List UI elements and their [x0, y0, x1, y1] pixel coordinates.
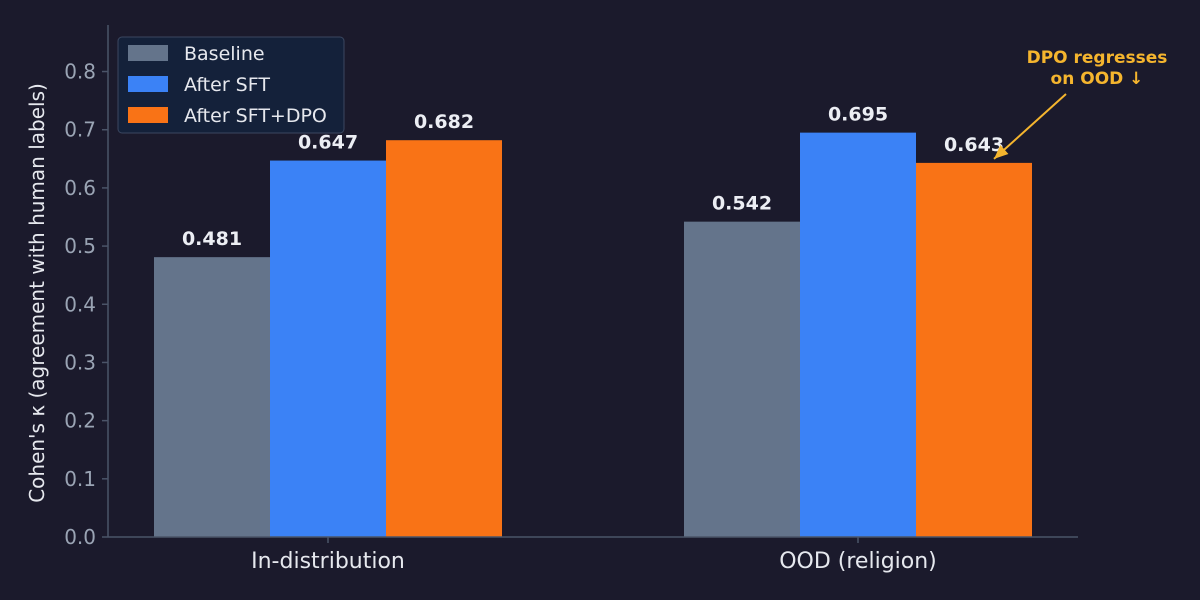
bar-value-label: 0.647 [298, 132, 358, 154]
y-axis-label: Cohen's κ (agreement with human labels) [25, 83, 49, 503]
y-tick-label: 0.2 [64, 409, 96, 433]
bar-after-sft-dpo-ood [916, 162, 1032, 537]
legend-label: Baseline [184, 43, 265, 65]
bar-after-sft-ood [800, 132, 916, 538]
y-tick-label: 0.8 [64, 60, 96, 84]
bar-baseline-ood [684, 221, 800, 537]
data-labels: 0.481 0.647 0.682 0.542 0.695 0.643 [182, 104, 1004, 251]
bar-value-label: 0.542 [712, 193, 772, 215]
bar-value-label: 0.643 [944, 134, 1004, 156]
y-tick-label: 0.5 [64, 234, 96, 258]
bars [154, 132, 1032, 538]
annotation-arrow-head [994, 145, 1009, 159]
y-tick-label: 0.3 [64, 350, 96, 374]
legend-label: After SFT+DPO [184, 105, 327, 127]
y-tick-label: 0.1 [64, 467, 96, 491]
annotation-text-line-2: on OOD ↓ [1051, 69, 1144, 89]
x-ticks: In-distribution OOD (religion) [251, 537, 937, 574]
legend-frame [117, 36, 345, 134]
legend-swatch [128, 45, 168, 61]
bar-baseline-in-distribution [154, 257, 270, 537]
bar-value-label: 0.481 [182, 228, 242, 250]
bar-after-sft-dpo-in-distribution [386, 140, 502, 537]
legend-swatch [128, 107, 168, 123]
y-tick-label: 0.4 [64, 292, 96, 316]
x-tick-label: OOD (religion) [779, 549, 937, 574]
legend-label: After SFT [184, 74, 270, 96]
y-tick-label: 0.0 [64, 525, 96, 549]
axes [107, 25, 1078, 538]
bar-value-label: 0.682 [414, 111, 474, 133]
bar-after-sft-in-distribution [270, 160, 386, 537]
legend-swatch [128, 76, 168, 92]
annotation-text-line-1: DPO regresses [1027, 48, 1168, 68]
y-tick-label: 0.7 [64, 118, 96, 142]
y-tick-label: 0.6 [64, 176, 96, 200]
annotation-arrow-line [993, 93, 1067, 160]
legend: Baseline After SFT After SFT+DPO [117, 36, 345, 134]
bar-value-label: 0.695 [828, 104, 888, 126]
y-ticks: 0.0 0.1 0.2 0.3 0.4 0.5 0.6 0.7 0.8 [64, 60, 108, 549]
x-tick-label: In-distribution [251, 549, 405, 574]
